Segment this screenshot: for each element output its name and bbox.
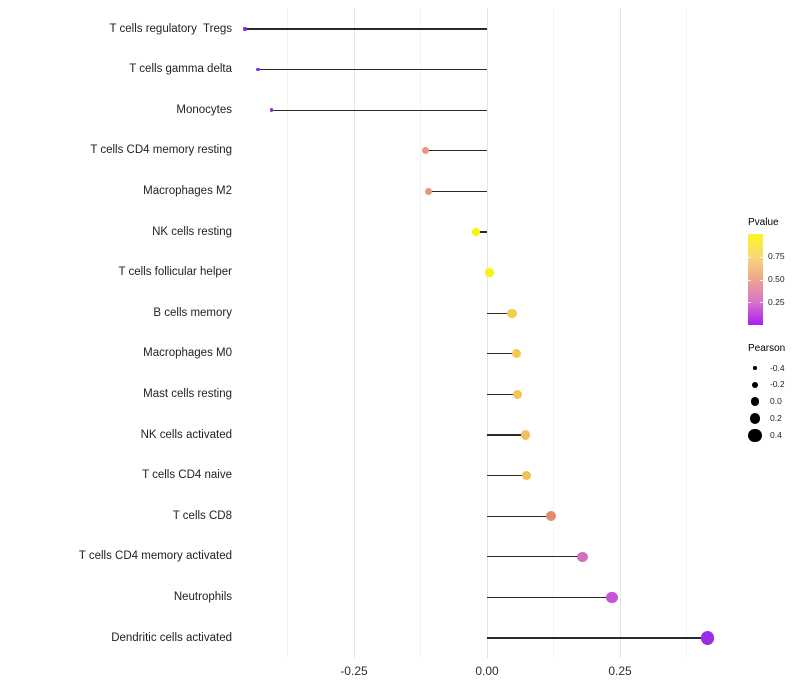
size-legend-dot: [748, 428, 762, 442]
gridline-minor: [420, 8, 421, 658]
lollipop-stem: [487, 393, 518, 395]
size-legend-label: -0.2: [770, 379, 785, 390]
colorbar-tick: [760, 302, 763, 304]
category-label: Mast cells resting: [143, 387, 232, 400]
colorbar-tick-label: 0.50: [768, 274, 785, 284]
gridline-minor: [686, 8, 687, 658]
category-label: T cells regulatory Tregs: [109, 22, 232, 35]
category-label: Monocytes: [176, 103, 232, 116]
gridline-major: [619, 8, 621, 658]
lollipop-stem: [487, 637, 708, 639]
category-label: T cells follicular helper: [118, 266, 232, 279]
category-label: T cells CD4 memory activated: [78, 550, 232, 563]
category-label: Dendritic cells activated: [111, 631, 232, 644]
colorbar-tick: [748, 256, 751, 258]
data-point: [521, 470, 532, 481]
data-point: [472, 227, 481, 237]
lollipop-stem: [487, 434, 526, 436]
data-point: [511, 349, 521, 359]
lollipop-stem: [428, 190, 487, 192]
size-legend-label: 0.2: [770, 412, 782, 423]
lollipop-stem: [258, 69, 487, 71]
lollipop-stem: [244, 28, 487, 30]
size-legend-label: 0.0: [770, 396, 782, 407]
data-point: [521, 430, 531, 440]
pvalue-gradient-bar: [748, 234, 763, 325]
category-label: T cells CD8: [172, 509, 232, 522]
size-legend-label: 0.4: [770, 429, 782, 440]
size-legend-dot: [753, 366, 757, 370]
x-tick-label: -0.25: [340, 664, 368, 678]
category-label: Macrophages M0: [143, 347, 232, 360]
colorbar-tick: [748, 302, 751, 304]
category-label: Macrophages M2: [143, 184, 232, 197]
lollipop-stem: [487, 556, 583, 558]
lollipop-stem: [487, 515, 551, 517]
category-label: B cells memory: [153, 306, 232, 319]
lollipop-stem: [271, 109, 487, 111]
data-point: [577, 551, 589, 563]
data-point: [485, 268, 494, 277]
x-tick-label: 0.00: [475, 664, 499, 678]
colorbar-tick: [748, 279, 751, 281]
data-point: [269, 108, 274, 113]
colorbar-tick: [760, 279, 763, 281]
lollipop-stem: [487, 596, 613, 598]
size-legend-dot: [749, 413, 761, 424]
size-legend-label: -0.4: [770, 362, 785, 373]
lollipop-stem: [487, 475, 527, 477]
data-point: [256, 67, 260, 72]
data-point: [422, 147, 430, 155]
pvalue-legend-title: Pvalue: [748, 217, 779, 228]
lollipop-stem: [476, 231, 487, 233]
pearson-legend-title: Pearson: [748, 343, 786, 354]
data-point: [424, 187, 433, 196]
gridline-major: [353, 8, 355, 658]
gridline-minor: [287, 8, 288, 658]
lollipop-stem: [487, 312, 512, 314]
lollipop-stem: [487, 353, 517, 355]
category-label: Neutrophils: [173, 590, 232, 603]
category-label: NK cells resting: [152, 225, 232, 238]
size-legend-dot: [751, 381, 759, 388]
x-tick-label: 0.25: [608, 664, 632, 678]
data-point: [507, 308, 517, 318]
category-label: T cells CD4 memory resting: [90, 144, 232, 157]
colorbar-tick-label: 0.75: [768, 251, 785, 262]
category-label: NK cells activated: [140, 428, 232, 441]
category-label: T cells CD4 naive: [142, 469, 232, 482]
lollipop-stem: [425, 150, 487, 152]
data-point: [513, 389, 523, 399]
data-point: [606, 591, 618, 603]
data-point: [243, 27, 247, 31]
data-point: [545, 511, 556, 522]
colorbar-tick-label: 0.25: [768, 296, 785, 307]
gridline-minor: [553, 8, 554, 658]
gridline-major: [486, 8, 488, 658]
size-legend-dot: [750, 397, 760, 406]
colorbar-tick: [760, 256, 763, 258]
category-label: T cells gamma delta: [129, 63, 232, 76]
data-point: [701, 631, 715, 645]
